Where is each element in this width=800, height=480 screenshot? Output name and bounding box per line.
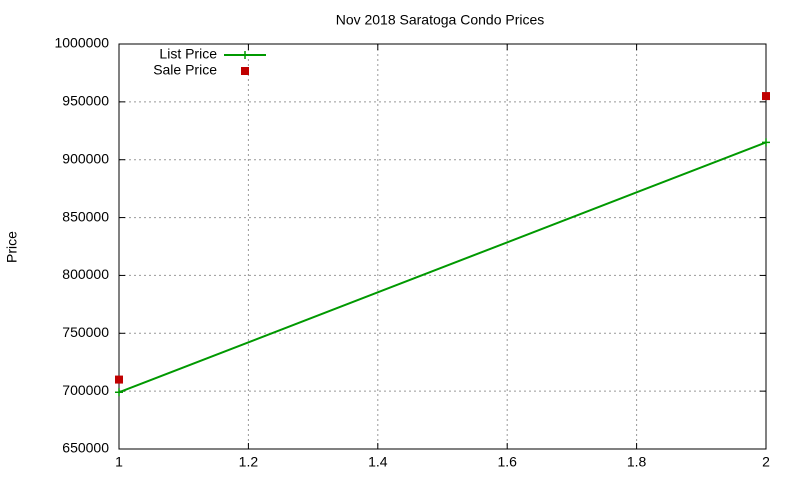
point-marker [762,138,770,147]
y-tick-label: 650000 [62,440,109,456]
point-marker [241,51,249,59]
y-tick-label: 950000 [62,93,109,109]
y-tick-label: 900000 [62,150,109,166]
x-tick-label: 1.8 [627,454,647,470]
x-tick-label: 1.4 [368,454,388,470]
x-tick-label: 2 [762,454,770,470]
legend-label: List Price [159,46,217,62]
y-tick-label: 850000 [62,208,109,224]
y-axis-label: Price [4,231,20,263]
y-tick-label: 800000 [62,266,109,282]
point-marker [762,92,770,101]
legend-label: Sale Price [153,62,217,78]
y-tick-label: 750000 [62,324,109,340]
y-tick-label: 700000 [62,382,109,398]
point-marker [115,388,123,397]
series-line [118,141,767,394]
x-tick-label: 1.2 [239,454,259,470]
x-tick-label: 1 [115,454,123,470]
x-tick-label: 1.6 [497,454,517,470]
plot-border [118,43,767,450]
chart-title: Nov 2018 Saratoga Condo Prices [336,12,545,28]
y-tick-label: 1000000 [54,35,109,51]
point-marker [241,67,249,75]
point-marker [115,375,123,384]
